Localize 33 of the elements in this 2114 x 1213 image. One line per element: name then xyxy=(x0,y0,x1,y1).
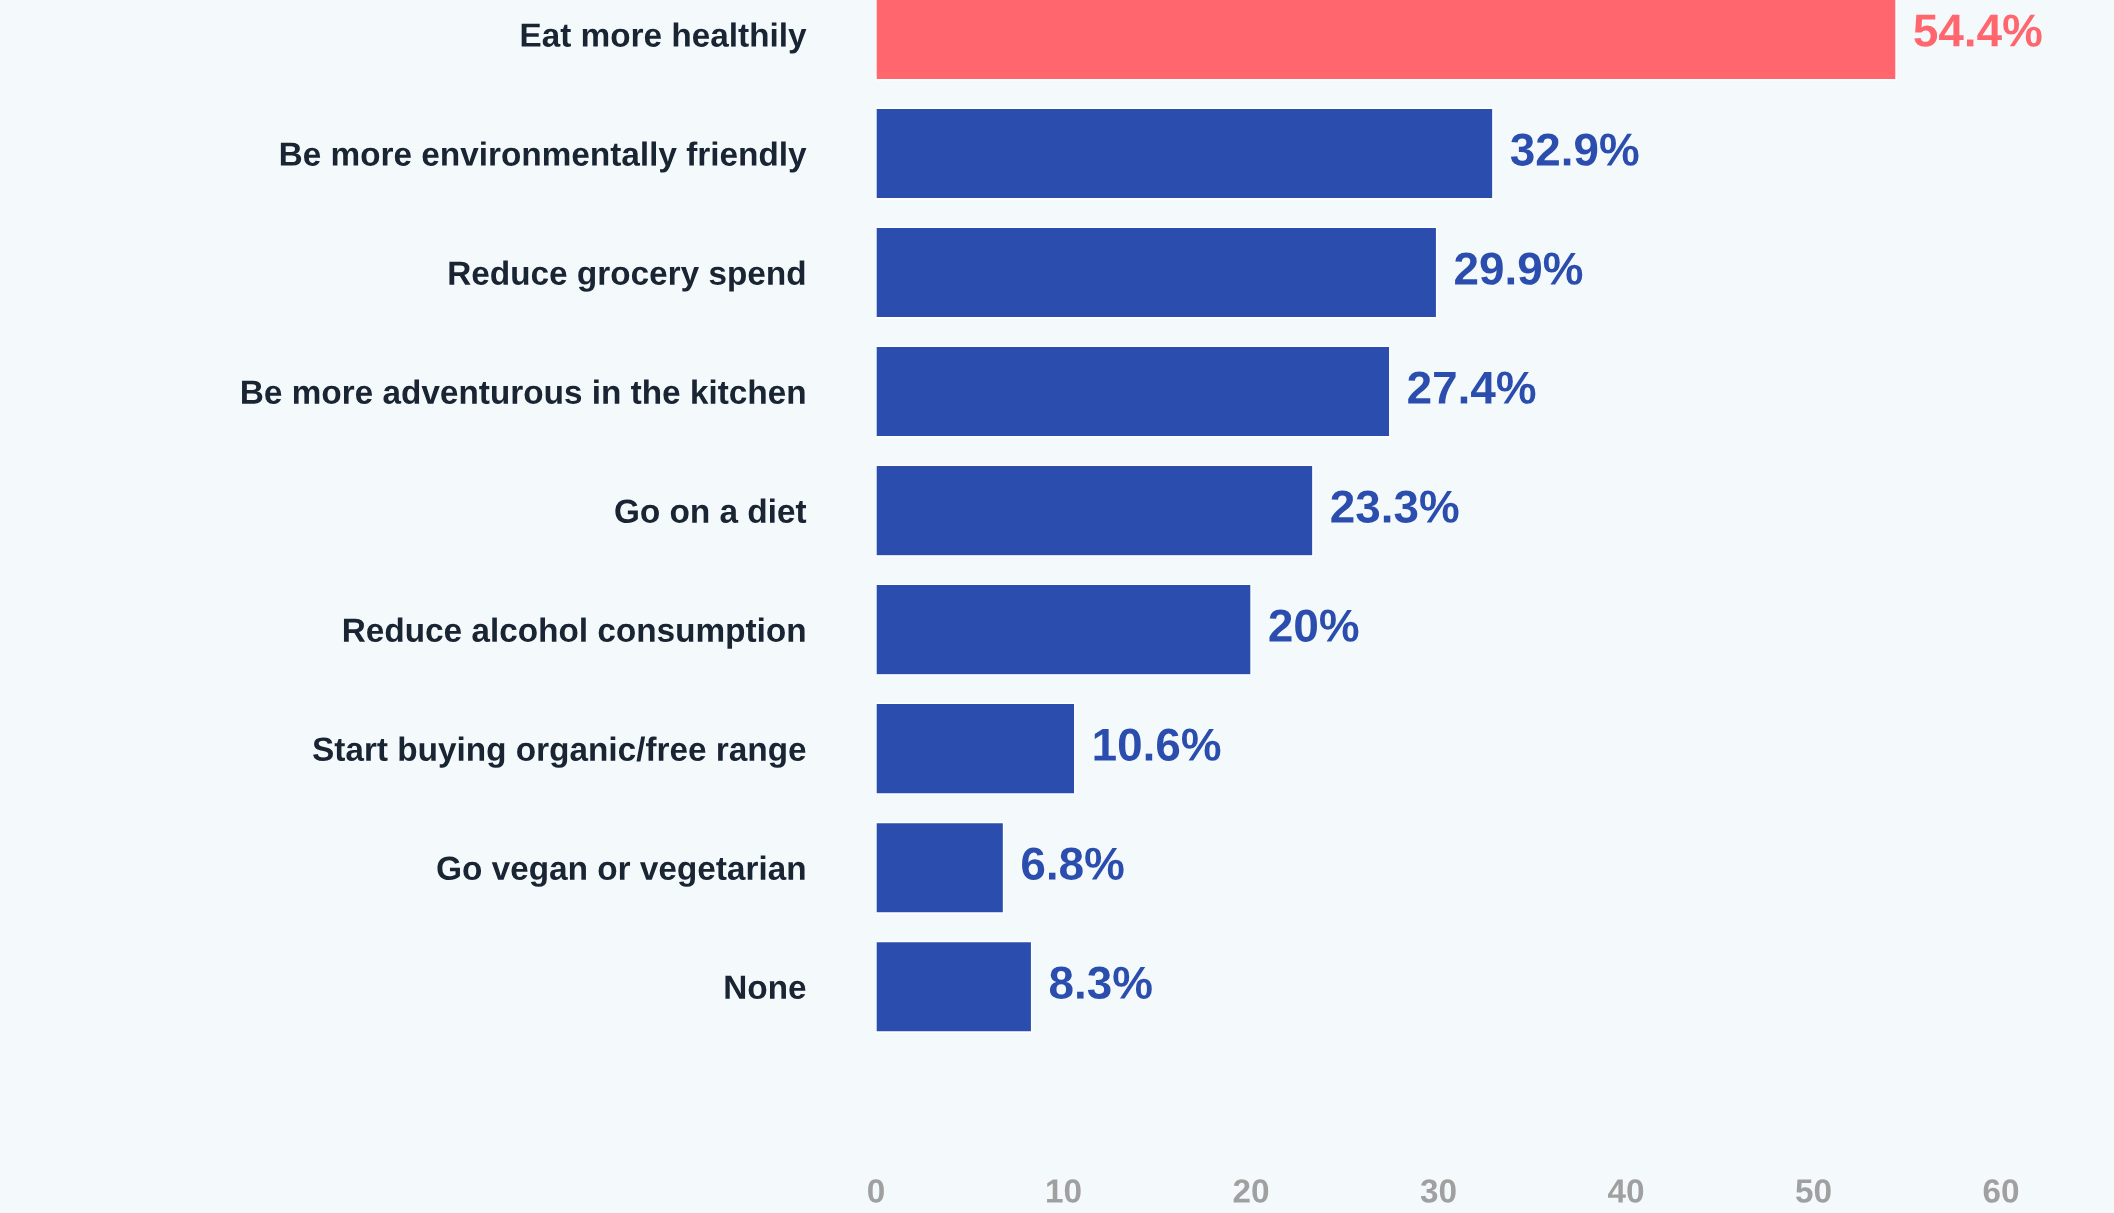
x-tick-label: 10 xyxy=(1047,1179,1081,1203)
data-label: 32.9% xyxy=(1510,133,1639,166)
data-label: 54.4% xyxy=(1914,14,2042,47)
bar xyxy=(876,940,1033,1033)
y-tick-label: Go vegan or vegetarian xyxy=(437,855,805,887)
x-tick-label: 30 xyxy=(1420,1179,1456,1203)
y-tick-label: None xyxy=(725,975,806,1000)
bar xyxy=(876,821,1005,914)
data-label: 6.8% xyxy=(1022,847,1124,880)
x-tick-label: 0 xyxy=(868,1179,884,1203)
data-label: 29.9% xyxy=(1455,252,1583,285)
bar xyxy=(876,107,1494,200)
data-label: 20% xyxy=(1269,609,1359,642)
bar xyxy=(876,345,1391,438)
bar xyxy=(876,226,1438,319)
x-tick-label: 40 xyxy=(1607,1179,1644,1203)
bar xyxy=(876,464,1314,557)
data-label: 27.4% xyxy=(1408,371,1536,404)
bar xyxy=(876,702,1076,795)
data-label: 8.3% xyxy=(1049,966,1152,1000)
y-tick-label: Go on a diet xyxy=(615,498,807,524)
y-tick-label: Be more environmentally friendly xyxy=(280,141,807,173)
y-tick-label: Be more adventurous in the kitchen xyxy=(242,379,805,404)
x-tick-label: 20 xyxy=(1233,1179,1269,1203)
y-tick-label: Reduce grocery spend xyxy=(449,260,805,292)
y-tick-label: Eat more healthily xyxy=(521,22,807,54)
y-tick-label: Reduce alcohol consumption xyxy=(343,617,805,649)
y-tick-label: Start buying organic/free range xyxy=(313,736,806,768)
x-tick-label: 60 xyxy=(1983,1179,2019,1203)
data-label: 10.6% xyxy=(1094,728,1221,761)
data-label: 23.3% xyxy=(1331,490,1459,523)
x-tick-label: 50 xyxy=(1795,1179,1831,1203)
bar xyxy=(876,583,1252,676)
